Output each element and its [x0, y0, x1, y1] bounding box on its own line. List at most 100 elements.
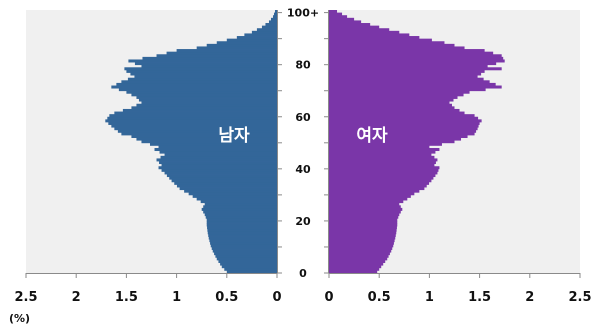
male-bar: [166, 51, 277, 55]
male-bar: [108, 121, 277, 125]
female-bar: [329, 69, 485, 73]
male-bar: [226, 38, 277, 42]
male-bar: [111, 85, 277, 89]
male-bar: [206, 43, 277, 47]
male-bar: [156, 54, 277, 58]
female-bar: [329, 194, 411, 198]
female-bar: [329, 28, 390, 32]
female-bar: [329, 111, 465, 115]
female-bar: [329, 189, 420, 193]
female-bar: [329, 36, 420, 40]
female-bar: [329, 257, 388, 261]
age-tick-label: 40: [295, 163, 311, 176]
male-bar: [215, 254, 277, 258]
male-bar: [159, 161, 277, 165]
male-bar: [212, 249, 277, 253]
female-bar: [329, 54, 502, 58]
male-bar: [109, 114, 277, 118]
female-bar: [329, 252, 390, 256]
male-series-label: 남자: [218, 126, 250, 146]
female-bar: [329, 187, 425, 191]
female-bar: [329, 262, 384, 266]
male-bar: [206, 220, 277, 224]
male-x-tick-label: 2.5: [14, 290, 37, 305]
female-bar: [329, 166, 440, 170]
male-bar: [160, 155, 277, 159]
female-bar: [329, 33, 410, 37]
male-bar: [176, 49, 277, 53]
female-bar: [329, 161, 436, 165]
male-bar: [209, 239, 277, 243]
female-bar: [329, 174, 436, 178]
male-bar: [118, 88, 278, 92]
female-bar: [329, 129, 477, 133]
female-bar: [329, 38, 432, 42]
male-bar: [192, 194, 277, 198]
male-bar: [127, 77, 277, 81]
male-bar: [116, 82, 277, 86]
male-bar: [105, 119, 277, 123]
female-bar: [329, 59, 505, 63]
male-bar: [161, 163, 277, 167]
female-bar: [329, 119, 482, 123]
male-bar: [107, 116, 277, 120]
male-bar: [196, 197, 277, 201]
female-bar: [329, 30, 400, 34]
female-bar: [329, 137, 462, 141]
male-bar: [210, 241, 277, 245]
male-bar: [136, 95, 277, 99]
male-bar: [220, 262, 277, 266]
female-bar: [329, 270, 378, 274]
female-bar: [329, 218, 398, 222]
female-bar: [329, 95, 458, 99]
female-bar: [329, 25, 380, 29]
male-bar: [224, 267, 277, 271]
female-bar: [329, 75, 478, 79]
female-bar: [329, 254, 389, 258]
female-bar: [329, 88, 486, 92]
male-bar: [174, 181, 277, 185]
female-bar: [329, 82, 496, 86]
age-tick-label: 0: [299, 267, 307, 280]
female-bar: [329, 85, 502, 89]
female-bar: [329, 153, 432, 157]
male-x-tick-label: 0: [272, 290, 281, 305]
male-bar: [211, 246, 277, 250]
male-bar: [117, 129, 277, 133]
male-bar: [124, 67, 277, 71]
female-x-tick-label: 0: [324, 290, 333, 305]
male-x-tick-label: 1.5: [115, 290, 138, 305]
male-bar: [201, 207, 277, 211]
male-bar: [203, 210, 277, 214]
female-bar: [329, 134, 468, 138]
female-bar: [329, 231, 397, 235]
male-bar: [134, 62, 277, 66]
male-bar: [136, 103, 277, 107]
female-bar: [329, 80, 490, 84]
female-bar: [329, 215, 399, 219]
female-bar: [329, 228, 397, 232]
female-bar: [329, 197, 408, 201]
male-bar: [206, 218, 277, 222]
male-bar: [273, 12, 277, 16]
male-bar: [141, 101, 277, 105]
female-bar: [329, 163, 435, 167]
female-bar: [329, 179, 432, 183]
male-bar: [114, 111, 278, 115]
male-bar: [184, 189, 277, 193]
age-tick-label: 100+: [287, 7, 319, 20]
female-bar: [329, 233, 396, 237]
male-bar: [261, 25, 277, 29]
female-bar: [329, 171, 438, 175]
female-bar: [329, 67, 502, 71]
male-bar: [216, 41, 277, 45]
female-bar: [329, 132, 475, 136]
male-bar: [256, 28, 277, 32]
male-bar: [274, 10, 277, 14]
male-bar: [236, 36, 277, 40]
female-bar: [329, 56, 504, 60]
male-bar: [270, 17, 277, 21]
female-bar: [329, 20, 362, 24]
female-bar: [329, 259, 386, 263]
male-bar: [121, 132, 277, 136]
